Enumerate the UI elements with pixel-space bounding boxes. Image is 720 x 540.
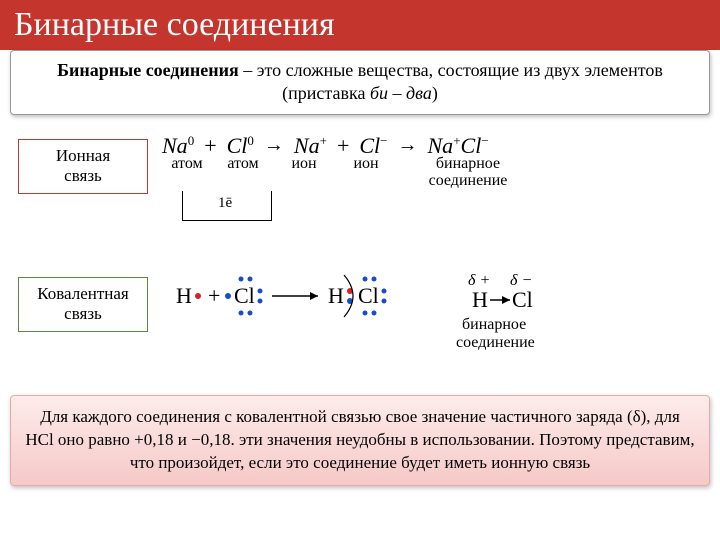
title-text: Бинарные соединения bbox=[14, 6, 335, 44]
ionic-sublabels: атом атом ион ион бинарноесоединение bbox=[162, 155, 702, 190]
dot-cl-blue bbox=[225, 293, 231, 299]
sub-ion2: ион bbox=[334, 155, 398, 190]
bottom-text: Для каждого соединения с ковалентной свя… bbox=[25, 407, 694, 472]
cl0: Cl0 bbox=[227, 133, 254, 159]
h-mid: H bbox=[328, 283, 344, 308]
ionic-equation: Na0 + Cl0 → Na+ + Cl− → Na+Cl− атом атом… bbox=[162, 133, 702, 190]
definition-box: Бинарные соединения – это сложные вещест… bbox=[10, 50, 710, 115]
covalent-row: Ковалентная связь H + Cl H Cl bbox=[18, 271, 702, 381]
ionic-row: Ионная связь Na0 + Cl0 → Na+ + Cl− → Na+… bbox=[18, 133, 702, 243]
cl-minus: Cl− bbox=[359, 133, 387, 159]
ionic-l2: связь bbox=[64, 166, 102, 185]
hcl-cl: Cl bbox=[512, 287, 533, 312]
cl-left: Cl bbox=[234, 283, 255, 308]
cov-l1: Ковалентная bbox=[37, 284, 129, 303]
ionic-bond-label: Ионная связь bbox=[18, 139, 148, 194]
hcl-h: H bbox=[472, 287, 488, 312]
def-italic: би – два bbox=[370, 83, 432, 103]
cov-bin1: бинарное bbox=[462, 316, 526, 333]
covalent-diagram: H + Cl H Cl δ + δ − H bbox=[168, 271, 688, 351]
def-r1: – это сложные вещества, состоящие из дву… bbox=[239, 60, 663, 103]
sub-bin: бинарноесоединение bbox=[398, 155, 538, 190]
covalent-equation: H + Cl H Cl δ + δ − H bbox=[162, 271, 702, 356]
sub-atom1: атом bbox=[162, 155, 212, 190]
na-plus: Na+ bbox=[294, 133, 327, 159]
h-left: H bbox=[176, 283, 192, 308]
ionic-l1: Ионная bbox=[56, 146, 110, 165]
dot-h-red bbox=[195, 293, 201, 299]
cov-l2: связь bbox=[64, 304, 102, 323]
def-r2: ) bbox=[432, 83, 438, 103]
cov-bin2: соединение bbox=[456, 334, 535, 351]
cl-mid: Cl bbox=[358, 283, 379, 308]
page-title: Бинарные соединения bbox=[0, 0, 720, 50]
electron-label: 1ē bbox=[218, 195, 232, 212]
nacl: Na+Cl− bbox=[428, 133, 489, 159]
sub-atom2: атом bbox=[212, 155, 274, 190]
sub-ion1: ион bbox=[274, 155, 334, 190]
covalent-bond-label: Ковалентная связь bbox=[18, 277, 148, 332]
na0: Na0 bbox=[162, 133, 194, 159]
bottom-note: Для каждого соединения с ковалентной свя… bbox=[10, 395, 710, 486]
overlap-arc bbox=[344, 275, 353, 317]
def-bold: Бинарные соединения bbox=[57, 60, 239, 80]
plus-cov: + bbox=[208, 283, 220, 308]
